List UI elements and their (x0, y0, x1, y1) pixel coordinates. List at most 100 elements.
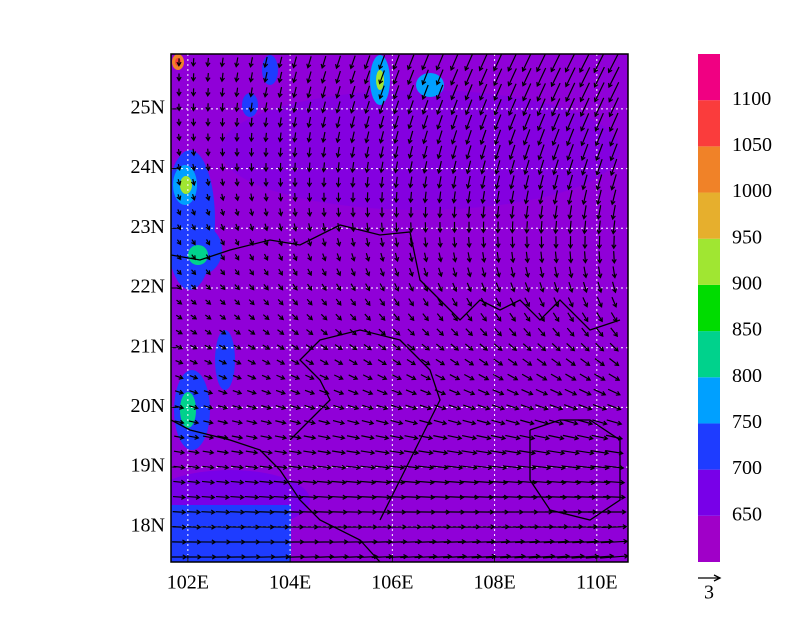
wind-arrow (524, 282, 531, 293)
colorbar-label: 850 (732, 319, 762, 341)
wind-arrow (565, 98, 575, 117)
wind-arrow (450, 114, 458, 130)
wind-arrow (219, 178, 226, 187)
wind-arrow (566, 327, 575, 337)
wind-arrow (362, 389, 374, 396)
wind-arrow (596, 235, 603, 250)
wind-arrow (307, 253, 313, 262)
wind-arrow (232, 374, 242, 380)
y-tick-label: 20N (131, 395, 165, 417)
wind-arrow (452, 252, 458, 263)
wind-arrow (263, 299, 270, 306)
colorbar-bin (698, 331, 720, 378)
wind-arrow (277, 147, 284, 158)
wind-arrow (217, 434, 229, 440)
wind-arrow (551, 144, 560, 161)
wind-arrow (608, 82, 620, 103)
wind-arrow (290, 374, 301, 380)
wind-arrow (480, 221, 487, 234)
wind-arrow (320, 71, 327, 84)
wind-arrow (190, 344, 198, 350)
wind-arrow (335, 313, 342, 321)
colorbar-bin (698, 423, 720, 470)
wind-arrow (552, 205, 559, 220)
wind-arrow (378, 70, 385, 85)
wind-arrow (292, 223, 298, 232)
wind-arrow (202, 434, 215, 440)
wind-arrow (378, 343, 387, 351)
wind-arrow (349, 344, 358, 351)
wind-arrow (249, 208, 255, 217)
wind-arrow (201, 509, 216, 515)
wind-arrow (422, 191, 428, 204)
wind-arrow (234, 284, 240, 291)
wind-arrow (610, 312, 618, 323)
wind-arrow (186, 524, 202, 530)
wind-arrow (406, 374, 417, 381)
contour-fill (171, 54, 620, 562)
wind-arrow (176, 58, 182, 67)
wind-arrow (523, 159, 530, 176)
wind-arrow (520, 404, 535, 411)
wind-arrow (464, 84, 473, 101)
wind-arrow (319, 359, 329, 365)
wind-arrow (566, 144, 574, 161)
wind-arrow (231, 449, 244, 455)
wind-arrow (580, 113, 590, 132)
wind-arrow (291, 56, 298, 69)
wind-arrow (190, 314, 198, 320)
wind-arrow (568, 266, 574, 279)
wind-arrow (538, 236, 545, 249)
wind-arrow (402, 479, 421, 485)
wind-arrow (522, 358, 533, 366)
wind-arrow (277, 329, 285, 335)
wind-arrow (331, 479, 347, 485)
wind-arrow (392, 85, 400, 100)
wind-arrow (346, 449, 361, 456)
colorbar-label: 950 (732, 226, 762, 248)
wind-arrow (493, 114, 502, 131)
wind-arrow (480, 312, 487, 322)
wind-arrow (507, 98, 517, 117)
wind-arrow (292, 132, 298, 143)
wind-arrow (533, 450, 551, 456)
wind-arrow (277, 178, 284, 188)
wind-arrow (506, 389, 519, 396)
wind-arrow (494, 160, 501, 175)
wind-arrow (375, 435, 390, 441)
wind-arrow (176, 179, 182, 186)
wind-arrow (261, 374, 272, 380)
wind-arrow (611, 296, 618, 308)
wind-arrow (276, 344, 285, 350)
wind-arrow (321, 253, 327, 262)
wind-arrow (350, 146, 356, 159)
wind-arrow (407, 69, 415, 86)
wind-arrow (230, 479, 245, 485)
wind-arrow (611, 281, 618, 294)
wind-arrow (245, 449, 259, 455)
wind-arrow (248, 178, 255, 187)
wind-arrow (423, 237, 429, 248)
wind-arrow (321, 147, 327, 158)
wind-arrow (219, 284, 226, 291)
wind-arrow (586, 538, 614, 545)
wind-arrow (350, 222, 356, 233)
wind-arrow (277, 299, 284, 306)
wind-arrow (466, 237, 472, 249)
wind-arrow (321, 238, 327, 247)
wind-arrow (278, 208, 284, 217)
wind-arrow (507, 373, 519, 381)
wind-arrow (335, 162, 341, 173)
wind-arrow (347, 404, 360, 411)
wind-arrow (261, 389, 272, 395)
wind-arrow (462, 419, 477, 426)
wind-arrow (388, 494, 407, 500)
wind-arrow (565, 373, 577, 381)
wind-arrow (608, 373, 621, 381)
wind-arrow (521, 67, 532, 87)
wind-arrow (475, 464, 493, 471)
wind-arrow (321, 223, 327, 232)
wind-arrow (557, 538, 585, 545)
wind-arrow (349, 131, 356, 144)
wind-arrow (306, 132, 312, 143)
